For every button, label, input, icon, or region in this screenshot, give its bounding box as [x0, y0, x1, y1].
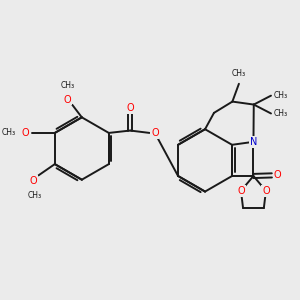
- Text: CH₃: CH₃: [1, 128, 15, 137]
- Text: CH₃: CH₃: [273, 91, 287, 100]
- Text: O: O: [126, 103, 134, 113]
- Text: O: O: [29, 176, 37, 186]
- Text: O: O: [22, 128, 29, 138]
- Text: O: O: [151, 128, 159, 138]
- Text: O: O: [262, 186, 270, 196]
- Text: CH₃: CH₃: [273, 109, 287, 118]
- Text: CH₃: CH₃: [60, 81, 74, 90]
- Text: O: O: [237, 186, 245, 196]
- Text: O: O: [273, 170, 281, 180]
- Text: CH₃: CH₃: [232, 69, 246, 78]
- Text: CH₃: CH₃: [28, 191, 42, 200]
- Text: N: N: [250, 137, 257, 147]
- Text: O: O: [63, 94, 71, 104]
